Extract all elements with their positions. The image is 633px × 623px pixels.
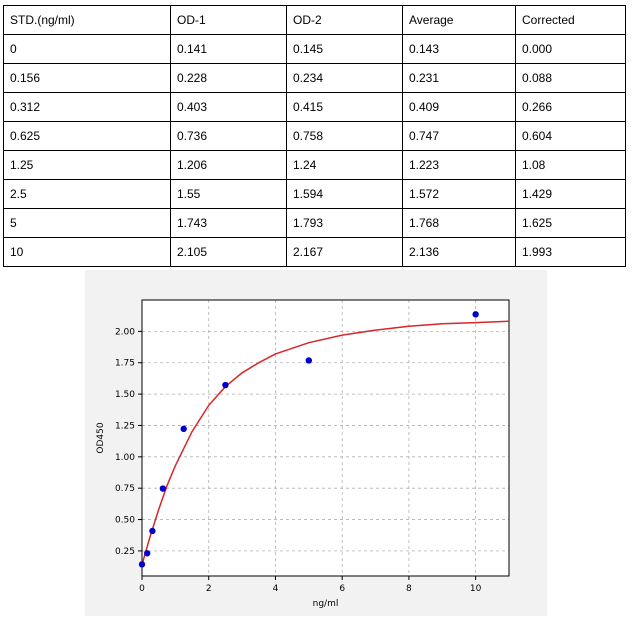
table-row: 0 0.141 0.145 0.143 0.000 — [3, 34, 626, 64]
y-axis-label: OD450 — [96, 422, 106, 453]
table-cell: 0.403 — [170, 92, 287, 122]
table-cell: 0.228 — [170, 63, 287, 93]
table-cell: 0.625 — [3, 121, 171, 151]
table-cell: 0.145 — [286, 34, 403, 64]
table-cell: 0.312 — [3, 92, 171, 122]
x-tick-label: 4 — [273, 584, 279, 594]
column-header: OD-1 — [170, 5, 287, 35]
table-cell: 1.206 — [170, 150, 287, 180]
data-point — [149, 527, 156, 535]
table-row: 5 1.743 1.793 1.768 1.625 — [3, 208, 626, 238]
standard-curve-chart: 0 2 4 6 8 10 0.25 0.50 0.75 1.00 1.25 1.50 1.75 2.00 n… — [96, 299, 510, 609]
x-axis-label: ng/ml — [313, 599, 339, 609]
table-header-row: STD.(ng/ml) OD-1 OD-2 Average Corrected — [3, 5, 626, 35]
table-cell: 0.736 — [170, 121, 287, 151]
table-cell: 0.000 — [515, 34, 626, 64]
y-tick-label: 2.00 — [115, 327, 135, 337]
table-cell: 0.415 — [286, 92, 403, 122]
column-header: Average — [402, 5, 516, 35]
table-cell: 0.747 — [402, 121, 516, 151]
data-point — [138, 561, 146, 568]
table-cell: 1.572 — [402, 179, 516, 209]
x-tick-label: 10 — [470, 584, 482, 594]
table-cell: 0.234 — [286, 63, 403, 93]
column-header: Corrected — [515, 5, 626, 35]
table-row: 10 2.105 2.167 2.136 1.993 — [3, 237, 626, 267]
table-cell: 1.768 — [402, 208, 516, 238]
data-point — [180, 425, 187, 433]
table-cell: 0.266 — [515, 92, 626, 122]
data-point — [144, 550, 151, 557]
x-tick-label: 8 — [406, 584, 412, 594]
x-tick-label: 6 — [339, 584, 345, 594]
table-cell: 0.409 — [402, 92, 516, 122]
table-cell: 1.223 — [402, 150, 516, 180]
y-tick-label: 1.00 — [115, 453, 135, 463]
data-point — [472, 311, 479, 318]
table-cell: 2.167 — [286, 237, 403, 267]
table-cell: 0.231 — [402, 63, 516, 93]
data-point — [159, 485, 167, 492]
y-tick-label: 1.25 — [115, 421, 135, 431]
data-point — [305, 357, 313, 364]
y-tick-label: 1.50 — [115, 390, 135, 400]
y-tick-label: 0.50 — [115, 516, 135, 526]
table-cell: 2.105 — [170, 237, 287, 267]
column-header: STD.(ng/ml) — [3, 5, 171, 35]
plot-frame — [141, 299, 510, 577]
table-cell: 2.136 — [402, 237, 516, 267]
table-cell: 0.141 — [170, 34, 287, 64]
table-row: 1.25 1.206 1.24 1.223 1.08 — [3, 150, 626, 180]
table-row: 0.312 0.403 0.415 0.409 0.266 — [3, 92, 626, 122]
table-cell: 0.758 — [286, 121, 403, 151]
y-tick-label: 0.75 — [115, 484, 135, 494]
table-cell: 0.088 — [515, 63, 626, 93]
table-cell: 1.08 — [515, 150, 626, 180]
chart-panel: 0 2 4 6 8 10 0.25 0.50 0.75 1.00 1.25 1.50 1.75 2.00 n… — [85, 270, 547, 616]
table-body: STD.(ng/ml) OD-1 OD-2 Average Corrected 0 0.14… — [3, 5, 626, 267]
standard-curve-table: STD.(ng/ml) OD-1 OD-2 Average Corrected 0 0.14… — [3, 5, 626, 267]
table-cell: 1.625 — [515, 208, 626, 238]
table-cell: 0 — [3, 34, 171, 64]
table-cell: 1.993 — [515, 237, 626, 267]
table-cell: 1.25 — [3, 150, 171, 180]
table-cell: 10 — [3, 237, 171, 267]
plot-area — [142, 300, 509, 576]
table-cell: 1.429 — [515, 179, 626, 209]
x-tick-label: 2 — [206, 584, 212, 594]
column-header: OD-2 — [286, 5, 403, 35]
table-row: 2.5 1.55 1.594 1.572 1.429 — [3, 179, 626, 209]
table-cell: 2.5 — [3, 179, 171, 209]
y-tick-label: 0.25 — [115, 547, 135, 557]
table-cell: 0.143 — [402, 34, 516, 64]
y-tick-label: 1.75 — [115, 359, 135, 369]
data-point — [222, 381, 229, 389]
table-row: 0.156 0.228 0.234 0.231 0.088 — [3, 63, 626, 93]
table-cell: 1.24 — [286, 150, 403, 180]
table-cell: 0.604 — [515, 121, 626, 151]
table-cell: 1.594 — [286, 179, 403, 209]
x-tick-label: 0 — [139, 584, 145, 594]
table-row: 0.625 0.736 0.758 0.747 0.604 — [3, 121, 626, 151]
table-cell: 1.793 — [286, 208, 403, 238]
table-cell: 1.743 — [170, 208, 287, 238]
table-cell: 5 — [3, 208, 171, 238]
table-cell: 1.55 — [170, 179, 287, 209]
table-cell: 0.156 — [3, 63, 171, 93]
